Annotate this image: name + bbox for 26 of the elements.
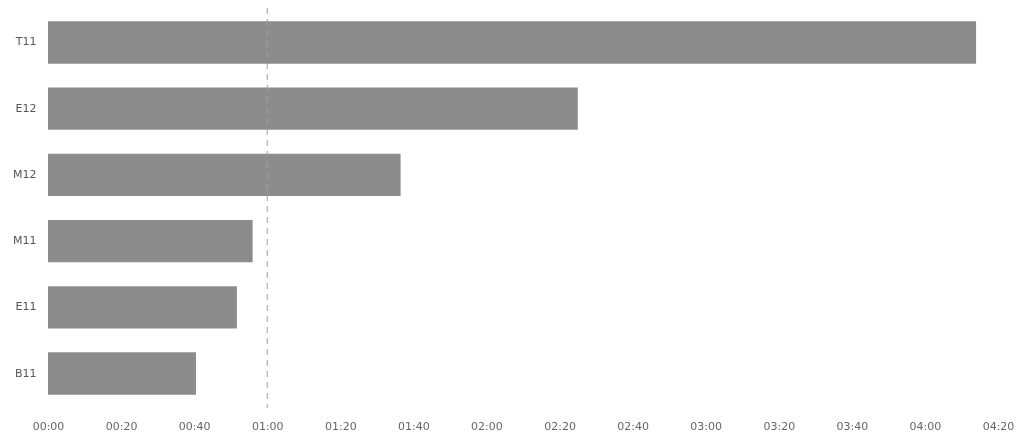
bar <box>48 352 196 395</box>
x-tick-label: 02:00 <box>471 419 503 433</box>
y-tick-label: M11 <box>13 234 37 248</box>
y-tick-label: T11 <box>14 35 37 49</box>
x-tick-label: 02:40 <box>617 419 649 433</box>
x-tick-label: 01:40 <box>398 419 430 433</box>
y-tick-label: B11 <box>14 366 37 380</box>
x-tick-label: 01:20 <box>324 419 357 433</box>
bar <box>48 153 401 197</box>
bar <box>48 87 578 130</box>
x-tick-label: 00:00 <box>32 419 65 433</box>
x-tick-label: 00:40 <box>178 419 211 433</box>
x-tick-label: 01:00 <box>251 419 284 433</box>
y-tick-label: E12 <box>15 101 37 115</box>
x-tick-label: 04:00 <box>909 419 942 433</box>
bar <box>48 286 237 329</box>
bar <box>48 219 253 263</box>
x-tick-label: 02:20 <box>544 419 576 433</box>
x-tick-label: 00:20 <box>105 419 138 433</box>
y-tick-label: E11 <box>15 300 37 314</box>
x-tick-label: 04:20 <box>982 419 1015 433</box>
bar <box>48 21 977 64</box>
x-tick-label: 03:20 <box>763 419 796 433</box>
x-tick-label: 03:00 <box>690 419 723 433</box>
y-tick-label: M12 <box>13 167 37 181</box>
x-tick-label: 03:40 <box>836 419 869 433</box>
